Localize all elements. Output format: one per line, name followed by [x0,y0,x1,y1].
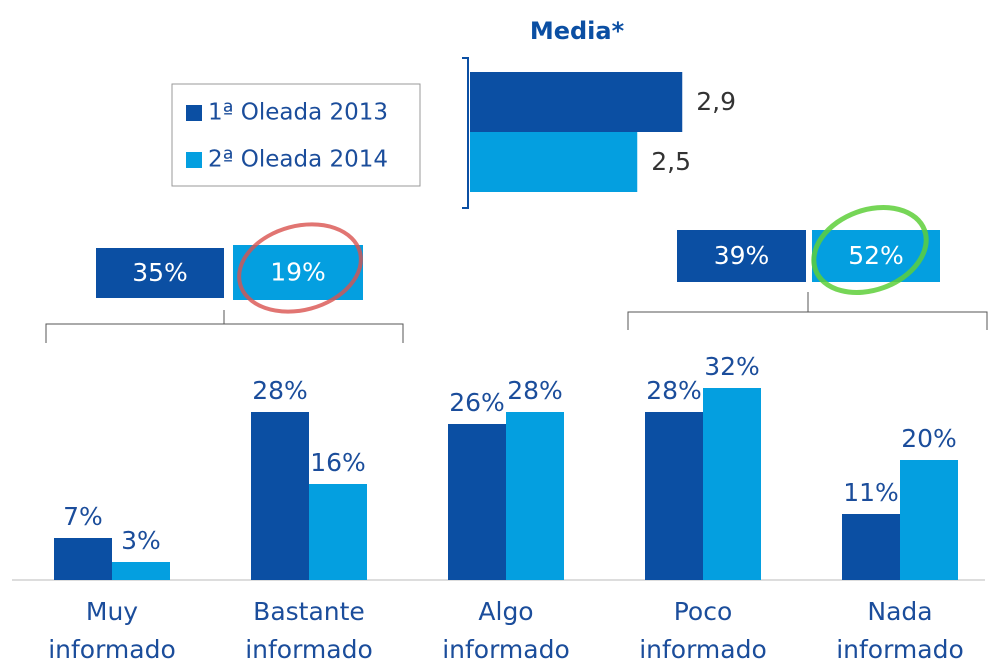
media-label: 2,5 [651,147,691,176]
highlight-circle [237,222,363,314]
legend-label: 2ª Oleada 2014 [208,147,388,173]
x-tick-label: Algo informado [442,597,570,663]
bar [506,412,564,580]
media-label: 2,9 [696,87,736,116]
bar [54,538,112,580]
x-tick-label: Nada informado [836,597,964,663]
data-label: 7% [63,502,103,531]
data-label: 28% [646,376,702,405]
legend-box [171,83,421,187]
summary-label: 39% [714,241,770,270]
data-label: 26% [449,388,505,417]
bar [645,412,703,580]
summary-box [96,248,224,298]
data-label: 16% [310,448,366,477]
data-label: 28% [252,376,308,405]
summary-label: 52% [848,241,904,270]
media-title: Media* [530,17,625,45]
x-tick-label: Bastante informado [245,597,373,663]
bar [309,484,367,580]
bar [703,388,761,580]
summary-box [812,230,940,282]
data-label: 3% [121,526,161,555]
summary-label: 35% [132,258,188,287]
x-tick-label: Muy informado [48,597,176,663]
data-label: 32% [704,352,760,381]
bar [900,460,958,580]
bracket-left [45,310,404,343]
media-bracket [462,57,469,209]
legend-label: 1ª Oleada 2013 [208,100,388,126]
legend-swatch [186,152,202,168]
media-bar [470,72,683,132]
bar [842,514,900,580]
data-label: 28% [507,376,563,405]
bar [448,424,506,580]
media-bar [470,132,638,192]
summary-label: 19% [270,258,326,287]
x-tick-label: Poco informado [639,597,767,663]
summary-box [233,245,363,300]
summary-box [677,230,806,282]
data-label: 20% [901,424,957,453]
bar [251,412,309,580]
highlight-circle [811,204,929,296]
bracket-right [627,292,988,330]
data-label: 11% [843,478,899,507]
legend-swatch [186,105,202,121]
bar [112,562,170,580]
